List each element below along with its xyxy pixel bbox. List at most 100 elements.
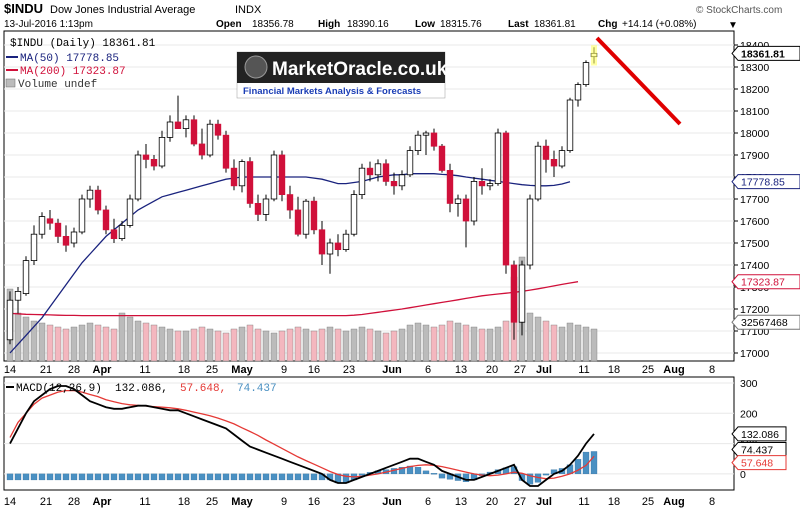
macd-hist-bar (6, 473, 14, 481)
macd-tag-label: 74.437 (741, 444, 773, 456)
low-value: 18315.76 (440, 19, 482, 30)
volume-bar (502, 320, 510, 362)
candle-body (382, 163, 390, 182)
macd-legend-value: 132.086, (115, 383, 168, 395)
candle-body (62, 235, 70, 246)
macd-hist-bar (222, 473, 230, 481)
price-tags: 18361.81 17778.85 17323.87 32567468 (731, 45, 800, 330)
candle-body (406, 150, 414, 176)
last-label: Last (508, 19, 529, 30)
x-tick-label: 25 (642, 496, 654, 508)
volume-bar (182, 330, 190, 362)
price-tag-label: 17323.87 (741, 277, 785, 289)
forecast-line (595, 36, 682, 126)
candle-body (230, 167, 238, 187)
macd-hist-bar (150, 473, 158, 481)
volume-bar (214, 330, 222, 362)
volume-bar (326, 326, 334, 362)
x-tick-label: 13 (455, 364, 467, 376)
candle-body (174, 121, 182, 129)
candle-body (334, 242, 342, 250)
y-tick-label: 17600 (740, 216, 769, 228)
volume-bar (134, 320, 142, 362)
macd-hist-bar (254, 473, 262, 481)
volume-bar (358, 326, 366, 362)
candle-body (14, 290, 22, 301)
price-y-axis: 1840018300182001810018000179001780017700… (734, 40, 769, 360)
x-tick-label: May (231, 364, 253, 376)
exchange: INDX (235, 4, 262, 16)
volume-bar (422, 324, 430, 362)
x-tick-label: 27 (514, 496, 526, 508)
volume-bar (286, 328, 294, 362)
price-tag-box (731, 314, 800, 330)
signal-line (9, 389, 595, 480)
macd-hist-bar (302, 473, 310, 481)
macd-hist-bar (174, 473, 182, 481)
x-tick-label: 18 (608, 496, 620, 508)
x-tick-label: 16 (308, 496, 320, 508)
x-tick-label: 6 (425, 364, 431, 376)
candle-body (158, 136, 166, 167)
x-tick-label: 28 (68, 364, 80, 376)
x-tick-label: 23 (343, 364, 355, 376)
x-tick-label: May (231, 496, 253, 508)
x-tick-label: 11 (139, 496, 150, 508)
volume-bar (222, 332, 230, 362)
volume-bar (398, 328, 406, 362)
last-value: 18361.81 (534, 19, 576, 30)
macd-hist-bar (574, 459, 582, 475)
macd-hist-bar (198, 473, 206, 481)
x-tick-label: 28 (68, 496, 80, 508)
macd-line (9, 385, 595, 487)
chevron-down-icon[interactable]: ▼ (728, 20, 738, 31)
x-tick-label: 20 (486, 364, 498, 376)
macd-hist-bar (102, 473, 110, 481)
date-axis-top: 14 21 28 Apr 11 18 25 May 9 16 23 Jun 6 13 20 27 Jul 11 18… (4, 364, 715, 376)
moving-averages (9, 173, 579, 354)
candle-body (486, 183, 494, 187)
candle-body (206, 123, 214, 156)
candle-body (278, 154, 286, 195)
x-tick-label: 20 (486, 496, 498, 508)
y-tick-label: 17400 (740, 260, 769, 272)
x-tick-label: 27 (514, 364, 526, 376)
macd-hist-bar (46, 473, 54, 481)
open-label: Open (216, 19, 242, 30)
macd-hist-bar (286, 473, 294, 481)
macd-hist-bar (294, 473, 302, 481)
candle-body (126, 198, 134, 226)
x-tick-label: 6 (425, 496, 431, 508)
x-tick-label: Apr (93, 364, 113, 376)
volume-bar (166, 328, 174, 362)
x-tick-label: 25 (642, 364, 654, 376)
macd-tag-label: 57.648 (741, 458, 773, 470)
volume-bar (294, 326, 302, 362)
y-tick-label: 18000 (740, 128, 769, 140)
candle-body (54, 222, 62, 237)
macd-tag-box (731, 455, 787, 471)
volume-bar (414, 322, 422, 362)
macd-tag-box (731, 426, 787, 442)
volume-bar (494, 326, 502, 362)
volume-bar (254, 328, 262, 362)
candle-body (30, 233, 38, 261)
candle-body (46, 218, 54, 224)
volume-bar (446, 320, 454, 362)
macd-hist-bar (358, 473, 366, 476)
candle-body (246, 161, 254, 204)
macd-hist-bar (22, 473, 30, 481)
price-tag-box (731, 45, 800, 61)
macd-hist-bar (590, 451, 598, 475)
macd-hist-bar (526, 473, 534, 485)
candle-body (510, 264, 518, 323)
macd-lines (9, 385, 595, 487)
x-tick-label: 11 (578, 496, 589, 508)
macd-hist-bar (422, 470, 430, 475)
x-tick-label: Jul (536, 364, 552, 376)
volume-bar (62, 328, 70, 362)
candle-body (422, 132, 430, 136)
volume-bar (478, 328, 486, 362)
